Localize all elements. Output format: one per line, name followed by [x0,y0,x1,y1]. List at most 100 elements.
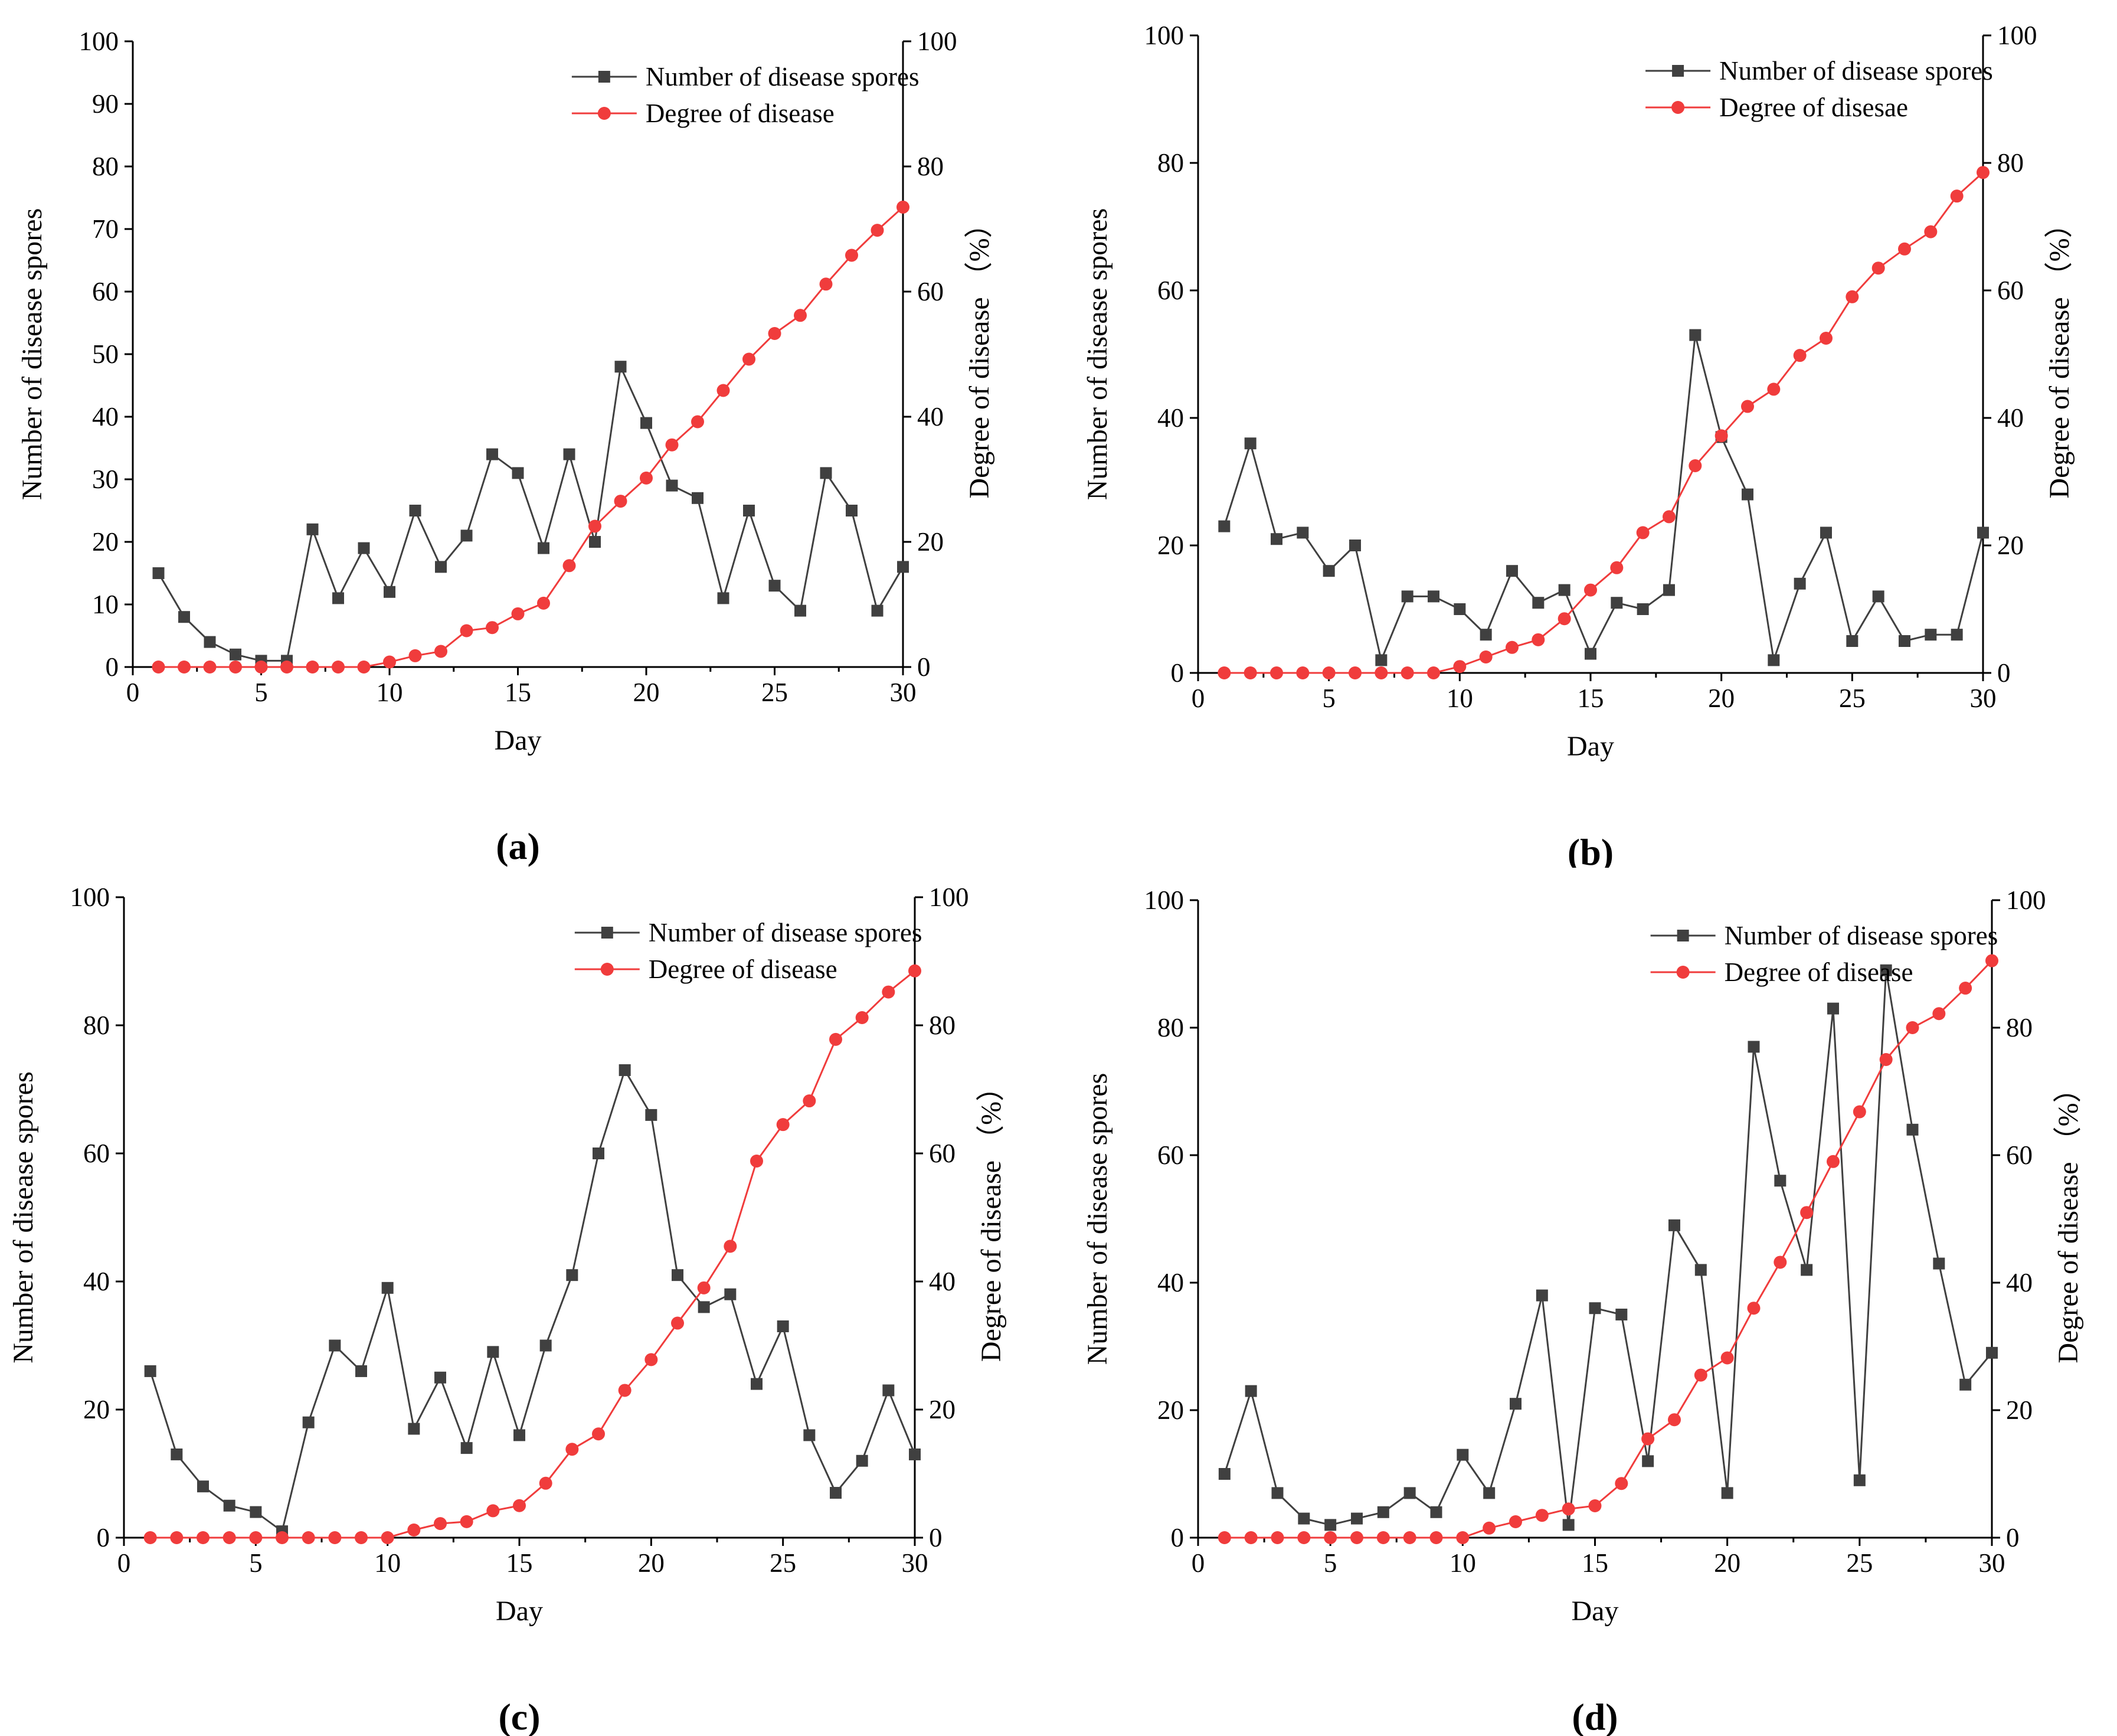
disease-data-point [143,1531,157,1544]
left-y-tick-label: 0 [1171,1523,1185,1552]
spores-data-point [1454,603,1466,615]
x-tick-label: 5 [1322,684,1336,713]
spores-data-point [538,542,549,554]
disease-data-point [1641,1432,1655,1446]
chart-panel-d: 0 5 10 15 20 25 30020406080100020406080100DayN… [1082,885,2084,1736]
spores-data-point [1510,1398,1522,1410]
right-y-tick-label: 0 [929,1523,943,1552]
spores-data-point [1827,1002,1839,1015]
left-y-tick-label: 80 [92,152,119,181]
spores-data-point [830,1487,842,1499]
left-y-tick-label: 40 [1157,403,1184,433]
x-tick-label: 0 [1192,684,1205,713]
legend-marker-square [598,71,610,83]
x-tick-label: 5 [1324,1548,1337,1578]
disease-data-point [178,661,191,674]
spores-data-point [1480,629,1492,641]
x-axis-title: Day [496,1596,543,1627]
spores-data-point [178,611,190,623]
spores-data-point [197,1480,209,1493]
spores-data-point [355,1365,367,1377]
spores-data-point [460,529,473,542]
spores-data-point [820,467,832,479]
disease-data-point [1350,1531,1363,1544]
disease-data-point [768,327,781,341]
disease-data-point [1271,1531,1284,1544]
disease-data-point [1977,166,1990,179]
spores-data-point [1951,629,1963,641]
spores-data-point [1562,1519,1575,1531]
spores-data-point [1430,1506,1442,1518]
disease-data-point [562,559,576,573]
x-tick-label: 25 [770,1548,796,1578]
spores-data-point [381,1281,394,1294]
disease-data-point [1532,633,1545,646]
disease-data-point [845,249,858,262]
panel-caption: (a) [496,825,540,867]
legend-marker-circle [600,963,614,976]
spores-data-point [512,467,524,479]
spores-data-point [204,636,216,648]
disease-data-point [592,1427,605,1441]
spores-data-point [1925,629,1937,641]
left-y-axis-title: Number of disease spores [1082,1073,1113,1365]
spores-data-point [1768,654,1780,666]
disease-data-point [665,438,679,452]
spores-data-point [513,1429,525,1441]
right-y-tick-label: 80 [1997,148,2024,178]
left-y-tick-label: 100 [79,27,119,56]
x-tick-label: 25 [1846,1548,1873,1578]
left-y-tick-label: 0 [1171,658,1185,688]
panel-caption: (b) [1568,831,1614,868]
disease-data-point [223,1531,236,1544]
x-tick-label: 20 [1708,684,1735,713]
spores-data-point [751,1378,763,1390]
spores-data-point [777,1320,789,1332]
disease-data-point [434,1517,447,1531]
x-tick-label: 30 [1970,684,1997,713]
left-y-tick-label: 100 [1144,885,1185,915]
spores-data-point [563,448,575,460]
x-tick-label: 0 [117,1548,131,1578]
disease-data-point [1747,1302,1761,1315]
left-y-tick-label: 60 [1157,1140,1184,1170]
spores-data-point [1933,1257,1945,1270]
disease-data-point [1636,526,1650,540]
spores-data-point [717,592,729,604]
disease-data-point [1827,1155,1840,1168]
spores-data-point [1880,964,1892,976]
disease-data-point [229,661,242,674]
spores-data-point [743,505,755,516]
disease-data-point [249,1531,263,1544]
right-y-tick-label: 60 [929,1139,956,1168]
left-y-tick-label: 0 [97,1523,110,1552]
spores-data-point [1611,597,1623,609]
disease-data-point [197,1531,210,1544]
disease-data-point [1898,242,1911,256]
disease-data-point [1509,1515,1522,1528]
spores-data-point [408,1423,420,1435]
disease-data-point [1453,660,1467,674]
disease-data-point [407,1523,421,1536]
disease-data-point [1375,666,1388,679]
spores-data-point [1846,635,1858,647]
spores-data-point [698,1301,710,1313]
left-y-tick-label: 0 [106,652,119,682]
spores-data-point [794,604,806,617]
disease-data-point [1456,1531,1470,1544]
disease-data-point [1270,666,1283,679]
disease-data-point [908,964,921,977]
disease-data-point [776,1118,790,1132]
spores-data-point [768,580,781,592]
legend-label: Number of disease spores [646,62,920,91]
left-y-tick-label: 80 [1157,148,1184,178]
left-y-tick-label: 80 [1157,1013,1184,1042]
spores-data-point [1853,1474,1866,1486]
disease-data-point [1218,1531,1231,1544]
disease-data-point [614,495,627,508]
x-tick-label: 5 [254,678,268,707]
disease-data-point [1403,1531,1416,1544]
spores-data-point [1663,584,1675,596]
spores-data-point [460,1442,473,1454]
